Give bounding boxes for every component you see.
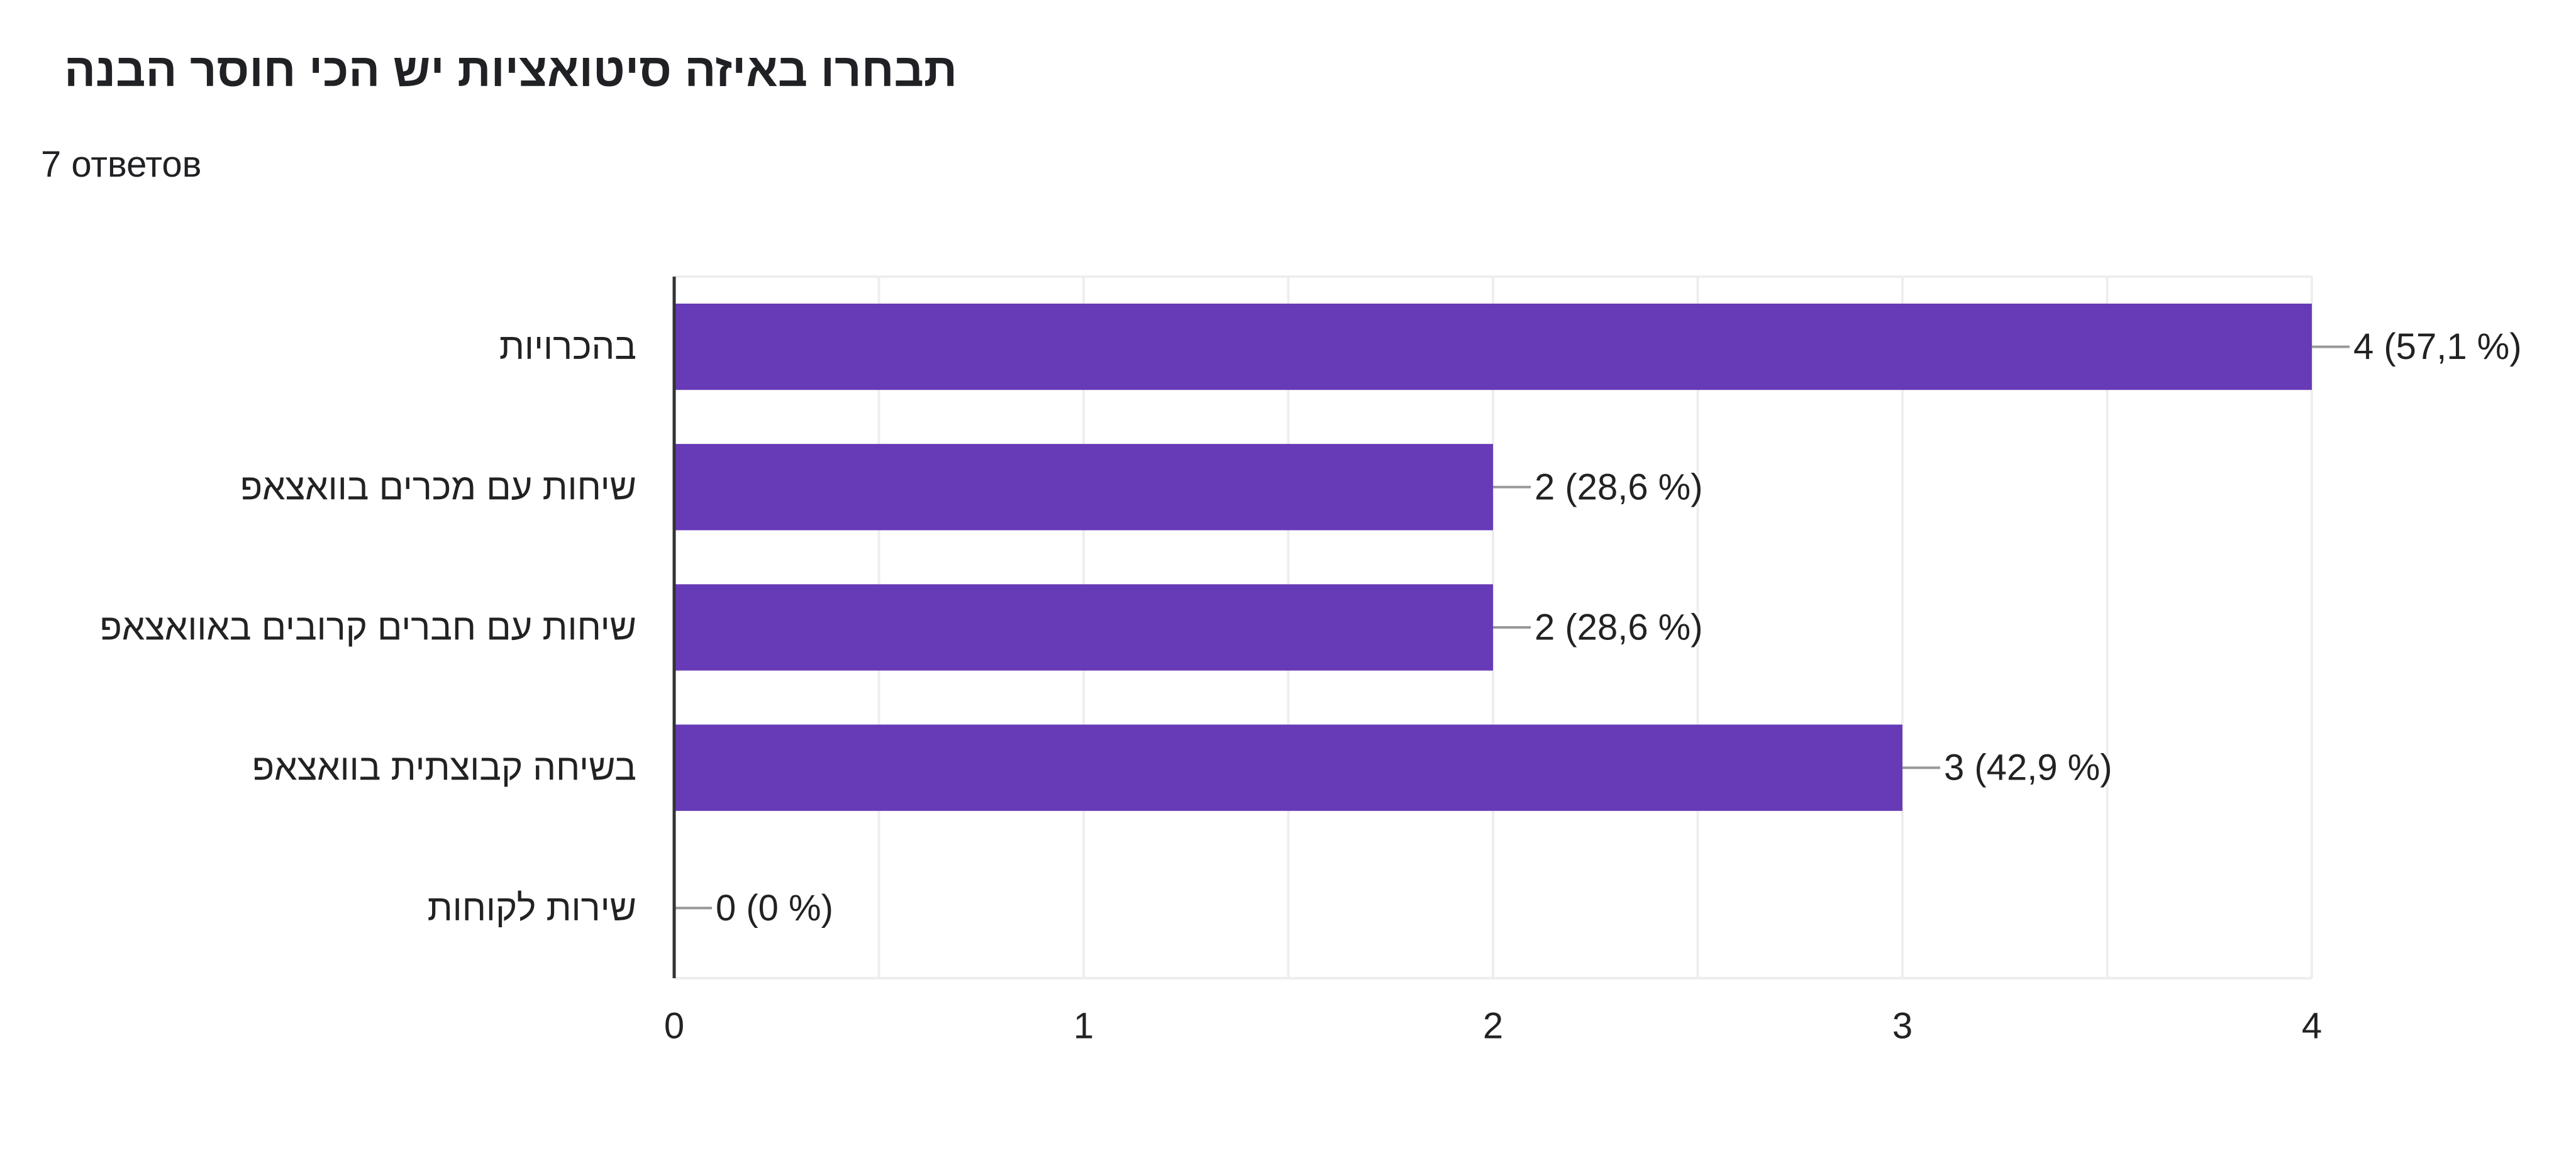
category-label: בשיחה קבוצתית בוואצאפ	[252, 747, 636, 788]
response-count: 7 ответов	[41, 144, 202, 185]
x-tick-label: 1	[1074, 1006, 1094, 1047]
category-label: שיחות עם חברים קרובים באוואצאפ	[100, 607, 636, 648]
data-label: 2 (28,6 %)	[1535, 466, 1703, 507]
x-tick-label: 2	[1483, 1006, 1503, 1047]
bar	[674, 724, 1902, 811]
category-label: בהכרויות	[499, 326, 636, 367]
category-label: שירות לקוחות	[428, 888, 636, 929]
data-label: 0 (0 %)	[716, 888, 833, 929]
bar	[674, 444, 1493, 531]
data-label: 4 (57,1 %)	[2353, 326, 2522, 367]
x-tick-label: 0	[664, 1006, 684, 1047]
category-label: שיחות עם מכרים בוואצאפ	[240, 466, 636, 507]
x-tick-label: 4	[2302, 1006, 2322, 1047]
x-tick-label: 3	[1892, 1006, 1913, 1047]
question-title: תבחרו באיזה סיטואציות יש הכי חוסר הבנה	[64, 44, 957, 96]
bar	[674, 584, 1493, 671]
data-label: 3 (42,9 %)	[1944, 747, 2112, 788]
bar	[674, 303, 2312, 390]
data-label: 2 (28,6 %)	[1535, 607, 1703, 648]
